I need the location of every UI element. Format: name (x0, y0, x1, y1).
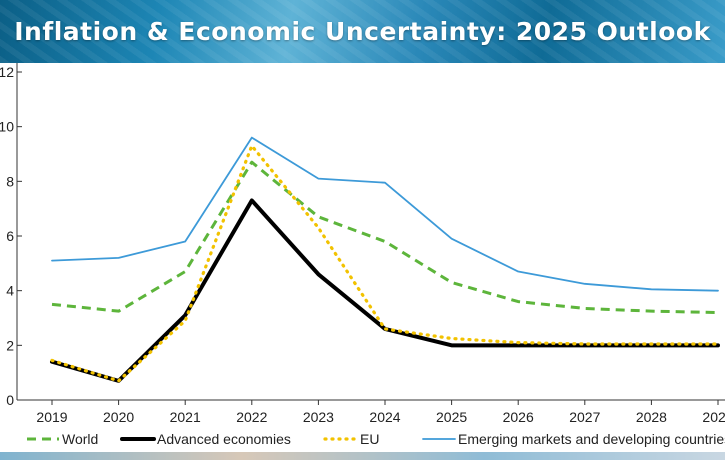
legend-label-emerging-markets-and-developing-countries: Emerging markets and developing countrie… (458, 431, 725, 447)
x-tick-label: 2020 (103, 409, 134, 425)
series-line-world (51, 160, 719, 315)
line-chart: 0 2 4 6 8 10 12 2019 2020 2021 2022 2023 2024 2025 202… (0, 63, 725, 447)
chart-series (50, 136, 720, 383)
y-tick-label: 8 (6, 173, 14, 189)
background-strip (0, 452, 725, 460)
x-tick-label: 2029 (702, 409, 725, 425)
x-tick-label: 2021 (170, 409, 201, 425)
y-tick-label: 0 (6, 392, 14, 408)
y-tick-label: 10 (0, 119, 14, 135)
chart-axes: 0 2 4 6 8 10 12 2019 2020 2021 2022 2023 2024 2025 202… (0, 63, 725, 425)
x-tick-label: 2024 (369, 409, 400, 425)
x-tick-label: 2019 (36, 409, 67, 425)
x-tick-label: 2023 (303, 409, 334, 425)
series-line-emerging-markets-and-developing-countries (51, 136, 719, 292)
y-tick-label: 2 (6, 337, 14, 353)
x-tick-label: 2025 (436, 409, 467, 425)
legend-label-world: World (62, 431, 98, 447)
page-title: Inflation & Economic Uncertainty: 2025 O… (14, 17, 711, 46)
y-tick-label: 12 (0, 64, 14, 80)
x-tick-label: 2027 (569, 409, 600, 425)
series-line-eu (50, 144, 720, 383)
y-tick-label: 6 (6, 228, 14, 244)
x-tick-label: 2028 (636, 409, 667, 425)
title-banner (0, 0, 725, 63)
y-tick-label: 4 (6, 283, 14, 299)
chart-legend: World Advanced economies EU Emerging market… (27, 431, 725, 447)
legend-label-eu: EU (360, 431, 379, 447)
x-tick-label: 2022 (236, 409, 267, 425)
legend-label-advanced-economies: Advanced economies (157, 431, 291, 447)
x-tick-label: 2026 (503, 409, 534, 425)
